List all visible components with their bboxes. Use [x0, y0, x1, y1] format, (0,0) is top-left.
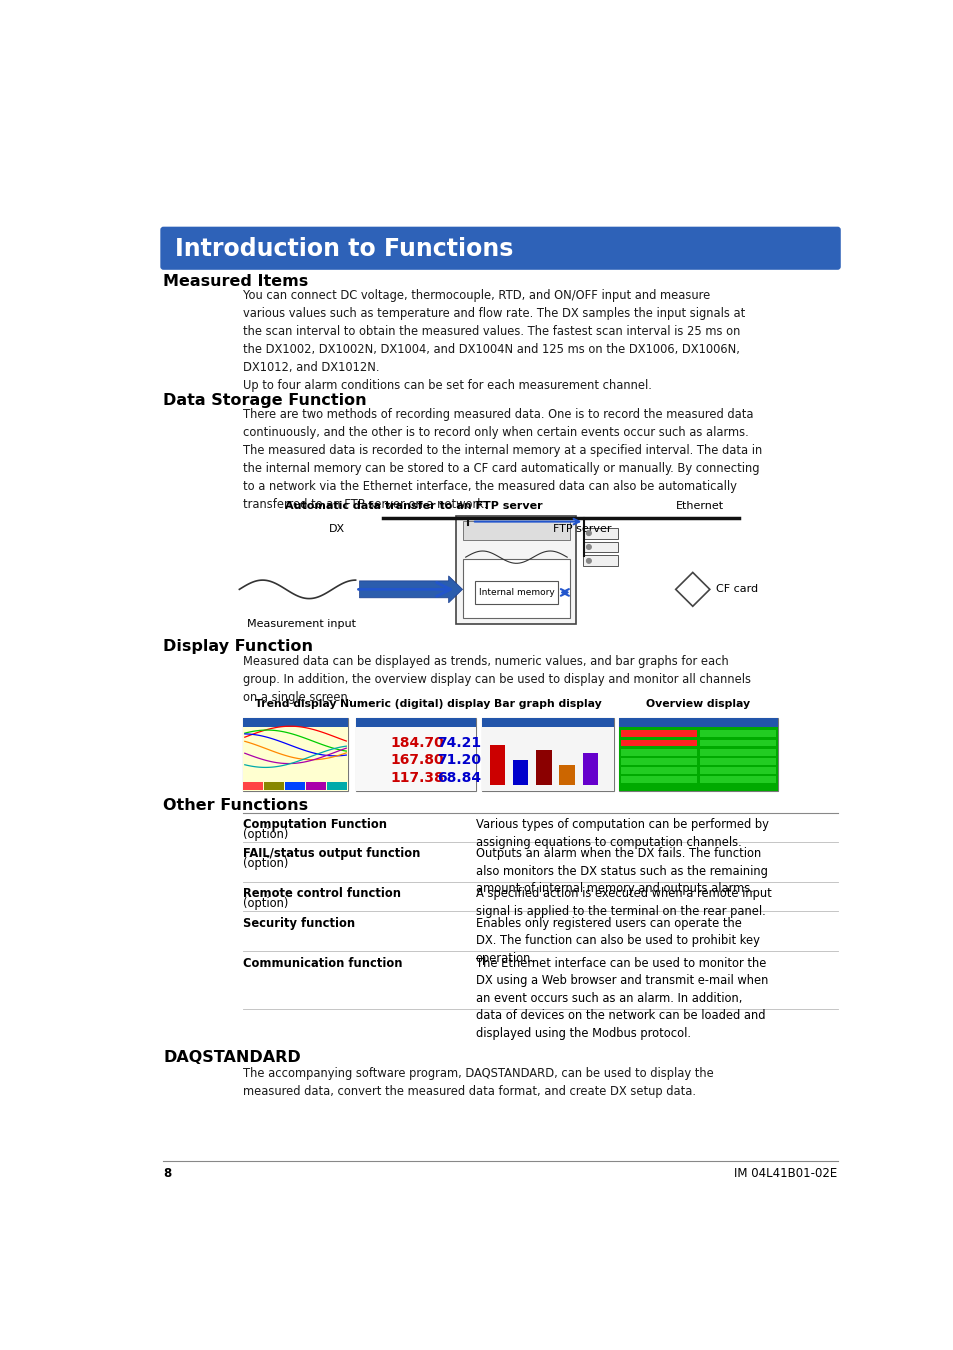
FancyBboxPatch shape [620, 776, 696, 783]
FancyBboxPatch shape [285, 782, 305, 790]
Text: 71.20: 71.20 [436, 753, 480, 767]
Text: A specified action is executed when a remote input
signal is applied to the term: A specified action is executed when a re… [476, 887, 771, 918]
FancyBboxPatch shape [620, 740, 696, 747]
Polygon shape [675, 572, 709, 606]
FancyBboxPatch shape [699, 757, 775, 765]
FancyBboxPatch shape [620, 749, 696, 756]
FancyBboxPatch shape [243, 728, 348, 791]
FancyBboxPatch shape [699, 776, 775, 783]
Text: 184.70: 184.70 [390, 736, 444, 749]
FancyBboxPatch shape [475, 580, 558, 603]
FancyBboxPatch shape [513, 760, 528, 784]
Text: The Ethernet interface can be used to monitor the
DX using a Web browser and tra: The Ethernet interface can be used to mo… [476, 957, 767, 1040]
Text: FAIL/status output function: FAIL/status output function [243, 848, 420, 860]
FancyBboxPatch shape [243, 718, 348, 728]
Circle shape [586, 559, 591, 563]
FancyBboxPatch shape [618, 728, 778, 791]
Text: 8: 8 [163, 1166, 172, 1180]
Text: Measured Items: Measured Items [163, 274, 309, 289]
Text: Automatic data transfer to an FTP server: Automatic data transfer to an FTP server [285, 501, 542, 510]
FancyBboxPatch shape [481, 728, 613, 791]
Text: Bar graph display: Bar graph display [494, 699, 601, 709]
Text: Display Function: Display Function [163, 640, 314, 655]
Text: Introduction to Functions: Introduction to Functions [174, 238, 513, 261]
Text: Outputs an alarm when the DX fails. The function
also monitors the DX status suc: Outputs an alarm when the DX fails. The … [476, 848, 767, 895]
Text: Data Storage Function: Data Storage Function [163, 393, 367, 408]
Text: Security function: Security function [243, 917, 355, 930]
Text: Computation Function: Computation Function [243, 818, 387, 832]
FancyBboxPatch shape [699, 749, 775, 756]
Text: Numeric (digital) display: Numeric (digital) display [340, 699, 491, 709]
FancyBboxPatch shape [160, 227, 840, 270]
Circle shape [586, 544, 591, 549]
FancyBboxPatch shape [618, 718, 778, 728]
FancyBboxPatch shape [620, 767, 696, 774]
Text: Trend display: Trend display [254, 699, 336, 709]
Text: IM 04L41B01-02E: IM 04L41B01-02E [734, 1166, 837, 1180]
FancyBboxPatch shape [462, 559, 570, 618]
Text: Measured data can be displayed as trends, numeric values, and bar graphs for eac: Measured data can be displayed as trends… [243, 655, 750, 703]
Text: 74.21: 74.21 [436, 736, 480, 749]
Circle shape [586, 531, 591, 536]
FancyBboxPatch shape [481, 718, 613, 791]
FancyBboxPatch shape [489, 745, 505, 784]
FancyBboxPatch shape [243, 782, 263, 790]
Text: Overview display: Overview display [646, 699, 750, 709]
FancyBboxPatch shape [699, 740, 775, 747]
Text: (option): (option) [243, 898, 289, 910]
FancyBboxPatch shape [558, 765, 575, 784]
Text: CF card: CF card [716, 585, 758, 594]
Text: Other Functions: Other Functions [163, 798, 308, 813]
FancyBboxPatch shape [582, 753, 598, 784]
FancyBboxPatch shape [355, 718, 476, 791]
Text: 68.84: 68.84 [436, 771, 480, 786]
FancyBboxPatch shape [306, 782, 326, 790]
FancyBboxPatch shape [462, 521, 570, 540]
FancyBboxPatch shape [327, 782, 347, 790]
Text: 167.80: 167.80 [390, 753, 444, 767]
Text: Communication function: Communication function [243, 957, 402, 969]
FancyBboxPatch shape [582, 555, 617, 566]
Text: Remote control function: Remote control function [243, 887, 401, 900]
Text: DX: DX [328, 524, 344, 533]
Text: DAQSTANDARD: DAQSTANDARD [163, 1050, 301, 1065]
Text: Enables only registered users can operate the
DX. The function can also be used : Enables only registered users can operat… [476, 917, 759, 965]
Text: There are two methods of recording measured data. One is to record the measured : There are two methods of recording measu… [243, 409, 761, 512]
FancyBboxPatch shape [264, 782, 284, 790]
Text: Various types of computation can be performed by
assigning equations to computat: Various types of computation can be perf… [476, 818, 768, 849]
Text: The accompanying software program, DAQSTANDARD, can be used to display the
measu: The accompanying software program, DAQST… [243, 1066, 713, 1098]
FancyBboxPatch shape [618, 718, 778, 791]
FancyBboxPatch shape [355, 718, 476, 728]
FancyBboxPatch shape [582, 528, 617, 539]
FancyBboxPatch shape [620, 757, 696, 765]
FancyBboxPatch shape [243, 718, 348, 791]
Text: 117.38: 117.38 [390, 771, 444, 786]
Text: Internal memory: Internal memory [478, 589, 554, 597]
FancyBboxPatch shape [536, 751, 551, 784]
FancyBboxPatch shape [582, 541, 617, 552]
Text: (option): (option) [243, 828, 289, 841]
Text: Ethernet: Ethernet [675, 501, 723, 510]
FancyBboxPatch shape [355, 728, 476, 791]
FancyArrow shape [359, 576, 462, 603]
FancyBboxPatch shape [620, 730, 696, 737]
Text: (option): (option) [243, 857, 289, 871]
FancyBboxPatch shape [456, 516, 576, 624]
FancyBboxPatch shape [699, 767, 775, 774]
Text: You can connect DC voltage, thermocouple, RTD, and ON/OFF input and measure
vari: You can connect DC voltage, thermocouple… [243, 289, 744, 391]
Text: Measurement input: Measurement input [247, 618, 355, 629]
FancyBboxPatch shape [481, 718, 613, 728]
FancyBboxPatch shape [699, 730, 775, 737]
Text: FTP server: FTP server [553, 524, 611, 533]
